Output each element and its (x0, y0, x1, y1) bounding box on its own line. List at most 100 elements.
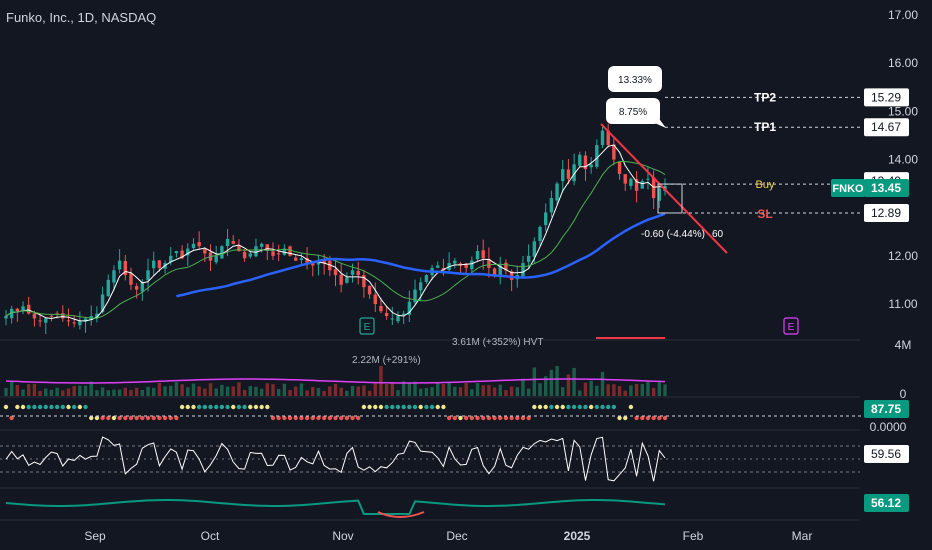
candle-body (549, 198, 554, 213)
volume-bar (208, 383, 213, 396)
indicator-dot (367, 404, 372, 410)
symbol-tag-box (831, 178, 865, 197)
x-tick-label: Nov (332, 529, 353, 543)
candle-body (214, 255, 218, 263)
indicator-dot (20, 404, 26, 410)
volume-bar (282, 383, 287, 396)
indicator-dot (657, 415, 662, 421)
volume-bar (169, 385, 173, 396)
indicator-dot (94, 415, 100, 421)
earnings-marker-future: E (788, 322, 795, 333)
indicator-dot (645, 415, 651, 421)
earnings-marker-future-box[interactable] (783, 317, 799, 335)
indicator-dot (452, 415, 458, 421)
candle-body (225, 238, 230, 246)
volume-bar (89, 381, 93, 396)
buy-label: Buy (756, 179, 775, 191)
indicator-dot (503, 415, 509, 421)
candle-body (419, 282, 423, 291)
trend-line (600, 123, 728, 254)
adx-value-tag: 56.12 (871, 496, 901, 510)
indicator-dot (418, 404, 423, 410)
earnings-marker-box[interactable] (359, 317, 375, 335)
candle-body (362, 275, 366, 288)
indicator-dot (492, 415, 497, 421)
indicator-dot (236, 404, 242, 410)
candle-body (396, 316, 400, 322)
volume-bar (78, 385, 82, 396)
indicator-dot (333, 415, 338, 421)
indicator-dot (123, 415, 128, 421)
candle-body (72, 322, 76, 324)
indicator-dot (117, 415, 122, 421)
indicator-dot (526, 415, 531, 421)
indicator-dot (378, 404, 384, 410)
volume-bar (367, 390, 372, 396)
indicator-dot (185, 404, 190, 410)
candle-body (100, 294, 105, 313)
indicator-dot (270, 415, 276, 421)
indicator-dot (310, 415, 315, 421)
volume-bar (180, 384, 184, 396)
rsi-value-tag-box (864, 445, 909, 463)
x-tick-label: 2025 (564, 529, 591, 543)
volume-bar (549, 369, 554, 396)
candle-body (367, 285, 372, 295)
candle-body (129, 273, 133, 285)
indicator-dot (259, 404, 264, 410)
candle-body (66, 320, 71, 322)
volume-bar (481, 385, 485, 396)
volume-bar (129, 389, 133, 396)
candle-body (203, 248, 207, 254)
volume-bar (543, 376, 548, 396)
adx-value-tag-box (864, 494, 909, 512)
callout-pointer (648, 112, 666, 128)
candle-body (424, 275, 429, 282)
volume-annotation-2: 3.61M (+352%) HVT (452, 337, 543, 348)
indicator-dot (361, 404, 367, 410)
volume-bar (356, 386, 360, 396)
indicator-dot (66, 404, 71, 410)
volume-bar (152, 387, 156, 396)
indicator-dot (662, 415, 668, 421)
indicator-dot (225, 404, 230, 410)
indicator-dot (3, 404, 9, 410)
indicator-dot (515, 415, 520, 421)
volume-bar (566, 374, 571, 396)
indicator-dot (191, 404, 196, 410)
indicator-dot (208, 404, 213, 410)
indicator-dot (179, 404, 185, 410)
tp2-label: TP2 (754, 90, 776, 104)
candle-body (640, 181, 644, 189)
volume-bar (612, 384, 616, 396)
volume-bar (38, 390, 42, 396)
volume-bar (362, 385, 366, 396)
volume-bar (333, 383, 338, 396)
indicator-dot (577, 404, 582, 410)
tp2-price-tag: 15.29 (871, 90, 901, 104)
indicator-dot (43, 404, 48, 410)
volume-bar (72, 386, 76, 396)
indicator-dot (543, 404, 548, 410)
candle-body (401, 313, 406, 316)
chart-title: Funko, Inc., 1D, NASDAQ (6, 10, 157, 25)
price-change-label: -0.60 (-4.44%) (641, 229, 705, 240)
indicator-dot (583, 404, 588, 410)
volume-bar (112, 389, 116, 396)
indicator-dot (15, 404, 20, 410)
candle-body (117, 260, 122, 270)
volume-bar (419, 388, 423, 396)
indicator-dot (537, 404, 543, 410)
indicator-dot (100, 415, 105, 421)
indicator-dot (145, 415, 151, 421)
volume-bar (470, 389, 474, 396)
volume-bar (521, 378, 525, 396)
candle-body (566, 169, 571, 179)
volume-bar (157, 382, 162, 396)
candle-body (276, 253, 281, 255)
volume-bar (651, 387, 656, 396)
volume-bar (504, 390, 508, 396)
volume-bar (203, 388, 207, 396)
tp2-price-tag-box (864, 88, 909, 107)
